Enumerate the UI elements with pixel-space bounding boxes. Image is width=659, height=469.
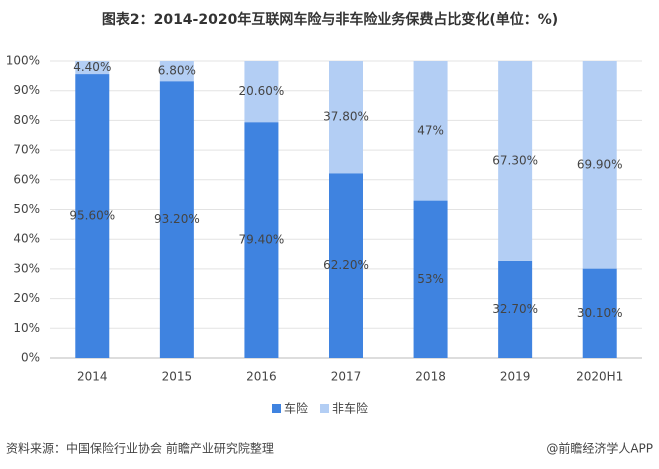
chart-title: 图表2：2014-2020年互联网车险与非车险业务保费占比变化(单位：%) bbox=[102, 11, 558, 28]
y-tick-label: 70% bbox=[13, 143, 40, 157]
x-tick-label: 2020H1 bbox=[576, 370, 623, 384]
x-tick-label: 2016 bbox=[246, 370, 277, 384]
bar-segment bbox=[413, 61, 448, 201]
bar-segment bbox=[582, 268, 617, 358]
x-tick-label: 2014 bbox=[77, 370, 108, 384]
x-tick-label: 2019 bbox=[500, 370, 531, 384]
value-label: 4.40% bbox=[73, 60, 111, 74]
y-tick-label: 20% bbox=[13, 291, 40, 305]
bar-segment bbox=[159, 81, 194, 359]
value-label: 62.20% bbox=[323, 258, 369, 272]
bar-segment bbox=[329, 173, 363, 358]
y-tick-label: 60% bbox=[13, 172, 40, 186]
bar-segment bbox=[159, 61, 194, 82]
legend-swatch bbox=[320, 404, 330, 413]
bar-segment bbox=[413, 200, 448, 358]
x-tick-label: 2018 bbox=[415, 370, 446, 384]
value-label: 67.30% bbox=[492, 153, 538, 167]
y-tick-label: 50% bbox=[13, 202, 40, 216]
bar-segment bbox=[582, 61, 617, 269]
y-tick-label: 80% bbox=[13, 113, 40, 127]
value-label: 69.90% bbox=[577, 157, 623, 171]
value-label: 93.20% bbox=[154, 212, 200, 226]
bar-segment bbox=[75, 74, 110, 359]
value-label: 47% bbox=[417, 123, 444, 137]
y-tick-label: 10% bbox=[13, 321, 40, 335]
y-tick-label: 90% bbox=[13, 83, 40, 97]
legend-label: 车险 bbox=[284, 401, 308, 416]
source: 资料来源：中国保险行业协会 前瞻产业研究院整理 bbox=[6, 441, 274, 456]
bar-segment bbox=[244, 61, 279, 123]
bar-segment bbox=[498, 260, 533, 358]
bar-segment bbox=[75, 61, 110, 75]
legend-label: 非车险 bbox=[332, 401, 368, 416]
bar-segment bbox=[329, 61, 363, 174]
value-label: 30.10% bbox=[577, 306, 623, 320]
value-label: 95.60% bbox=[69, 209, 115, 223]
x-tick-label: 2015 bbox=[162, 370, 193, 384]
value-label: 6.80% bbox=[158, 64, 196, 78]
y-tick-label: 100% bbox=[6, 54, 40, 68]
y-tick-label: 30% bbox=[13, 261, 40, 275]
value-label: 20.60% bbox=[239, 84, 285, 98]
y-tick-label: 40% bbox=[13, 232, 40, 246]
value-label: 79.40% bbox=[239, 233, 285, 247]
value-label: 53% bbox=[417, 272, 444, 286]
credit: @前瞻经济学人APP bbox=[546, 441, 653, 456]
value-label: 32.70% bbox=[492, 302, 538, 316]
bar-segment bbox=[244, 122, 279, 358]
legend-swatch bbox=[272, 404, 281, 413]
y-tick-label: 0% bbox=[21, 351, 40, 365]
x-tick-label: 2017 bbox=[331, 370, 362, 384]
value-label: 37.80% bbox=[323, 110, 369, 124]
bar-segment bbox=[498, 61, 533, 261]
